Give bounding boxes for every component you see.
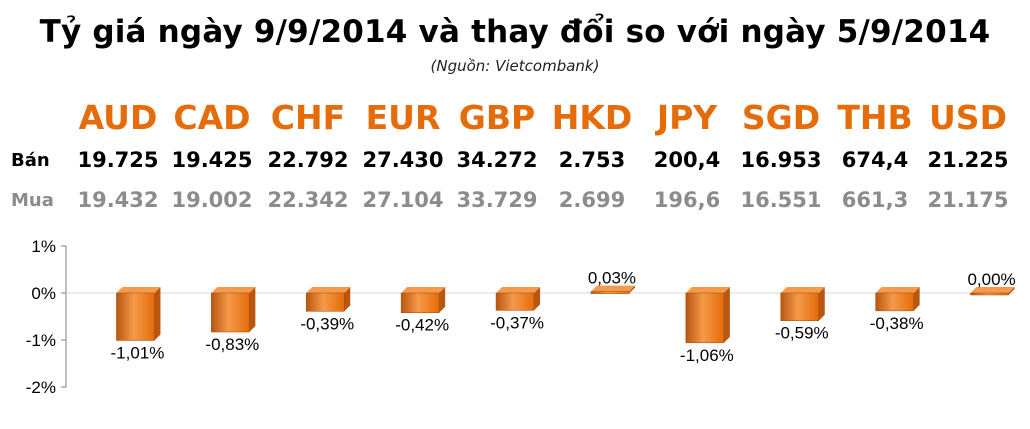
sell-rate: 21.225 [927,148,1009,172]
buy-rate: 21.175 [927,188,1009,212]
buy-rate: 2.699 [558,188,626,212]
buy-row-label: Mua [11,190,54,211]
sell-rate: 2.753 [558,148,626,172]
bar [970,292,1009,296]
y-tick-label: 0% [31,284,56,303]
currency-code: THB [837,98,913,137]
bar-top [116,287,161,293]
currency-code: JPY [656,98,718,137]
bar-side [723,287,730,343]
bar-side [534,287,541,311]
bar [116,292,155,341]
sell-rate: 19.725 [77,148,159,172]
data-label: 0,03% [588,269,636,288]
bar-top [211,287,256,293]
currency-code: USD [929,98,1007,137]
bar [400,292,440,313]
bar-side [1008,287,1015,295]
bar-top [970,287,1015,293]
buy-rate: 27.104 [362,188,444,212]
data-label: -0,42% [395,316,449,335]
sell-rate: 27.430 [362,148,444,172]
rates-table: Bán Mua AUD 19.725 19.432 CAD 19.425 19.002 CH… [0,98,1030,218]
currency-code: EUR [365,98,441,137]
y-tick-label: -1% [26,331,56,350]
bar-side [628,285,635,294]
y-tick-label: 1% [31,237,56,256]
bar [495,292,535,311]
bar-top [306,287,351,293]
bar [590,291,630,294]
bar-side [439,287,446,313]
bar [685,292,725,344]
currency-code: CAD [173,98,251,137]
sell-rate: 674,4 [841,148,909,172]
buy-rate: 16.551 [740,188,822,212]
buy-rate: 196,6 [653,188,721,212]
bar-side [344,287,351,312]
change-chart: 1% 0% -1% -2% -1,01% -0,83% -0,39% -0,42% -0,37%… [26,237,1016,397]
bar [875,292,914,312]
bar-top [780,287,825,293]
sell-rate: 200,4 [653,148,721,172]
buy-rate: 22.342 [267,188,349,212]
bar-top [496,287,541,293]
bar [211,292,250,333]
bar-side [249,287,256,333]
currency-code: CHF [270,98,346,137]
data-label: -0,59% [775,324,829,343]
currency-code: HKD [551,98,633,137]
data-label: -0,37% [490,313,544,332]
sell-rate: 19.425 [171,148,253,172]
data-label: -0,39% [300,314,354,333]
sell-rate: 34.272 [456,148,538,172]
buy-rate: 661,3 [841,188,909,212]
buy-rate: 19.432 [77,188,159,212]
buy-rate: 19.002 [171,188,253,212]
y-tick-label: -2% [26,378,56,397]
buy-rate: 33.729 [456,188,538,212]
chart-title: Tỷ giá ngày 9/9/2014 và thay đổi so với … [39,14,991,50]
currency-code: AUD [78,98,158,137]
currency-code: GBP [458,98,536,137]
currency-code: SGD [741,98,821,137]
bar-side [913,287,920,311]
data-label: 0,00% [967,270,1015,289]
bar [306,292,345,312]
sell-rate: 16.953 [740,148,822,172]
bar-side [154,287,161,341]
sell-row-label: Bán [11,150,50,171]
bar [780,292,819,321]
sell-rate: 22.792 [267,148,349,172]
chart-source: (Nguồn: Vietcombank) [430,57,600,75]
data-label: -1,06% [680,346,734,365]
bar-top [590,285,635,292]
bar-top [685,287,730,293]
data-label: -1,01% [111,343,165,362]
bar-top [401,287,446,293]
data-label: -0,38% [870,314,924,333]
bar-top [875,287,920,293]
data-label: -0,83% [205,335,259,354]
bar-side [818,287,825,321]
